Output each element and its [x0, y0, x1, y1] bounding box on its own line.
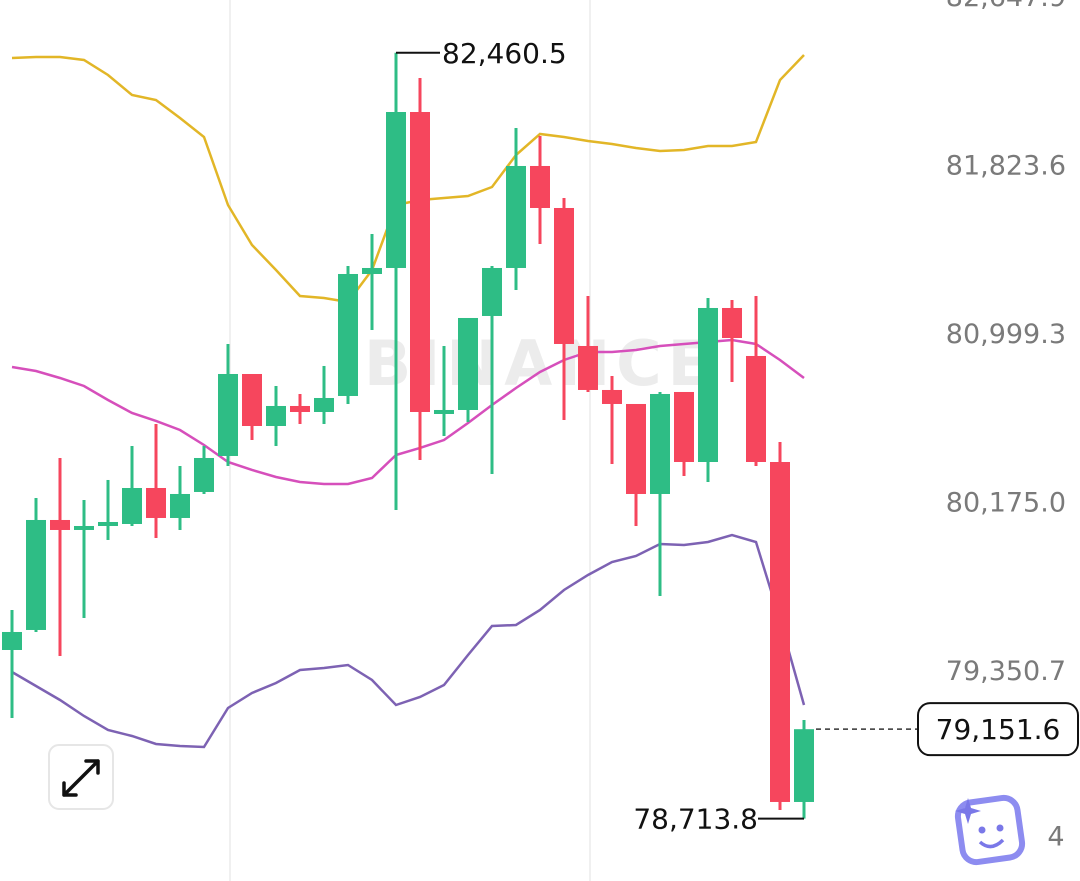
high-label: 82,460.5: [442, 37, 567, 70]
y-tick-label: 80,999.3: [946, 319, 1066, 350]
candle-body: [770, 461, 790, 802]
candle-body: [170, 493, 190, 518]
badge: 4: [1047, 822, 1064, 853]
band-line: [11, 54, 805, 304]
assistant-sparkle: [955, 798, 981, 824]
last-price-box: [917, 702, 1079, 757]
candle-body: [218, 373, 238, 456]
candle-body: [194, 457, 214, 492]
y-tick-label: 82,647.9: [946, 0, 1066, 13]
candle-body: [290, 405, 310, 412]
candle-body: [602, 389, 622, 404]
candle-body: [650, 393, 670, 494]
candle-body: [482, 267, 502, 316]
candle-body: [26, 519, 46, 630]
candle-body: [458, 317, 478, 410]
low-label: 78,713.8: [633, 803, 758, 836]
candle-body: [74, 525, 94, 530]
candle-body: [794, 729, 814, 802]
candle-body: [2, 631, 22, 650]
candle-body: [122, 487, 142, 524]
assistant-icon[interactable]: [954, 794, 1026, 866]
candle-body: [338, 273, 358, 396]
assistant-eye: [996, 824, 1004, 832]
y-tick-label: 81,823.6: [946, 150, 1066, 181]
band-line: [11, 338, 805, 486]
candle-body: [698, 307, 718, 462]
candle-body: [362, 267, 382, 274]
candle-body: [98, 521, 118, 526]
candle-body: [722, 307, 742, 338]
candle-body: [410, 111, 430, 412]
candle-body: [746, 355, 766, 462]
candle-body: [434, 409, 454, 414]
assistant-smile: [978, 838, 1005, 849]
candle-body: [50, 519, 70, 530]
assistant-eye: [978, 826, 986, 834]
y-tick-label: 79,350.7: [946, 656, 1066, 687]
candle-body: [242, 373, 262, 426]
band-line: [11, 533, 806, 749]
candle-body: [146, 487, 166, 518]
candle-body: [314, 397, 334, 412]
candle-body: [626, 403, 646, 494]
candle-body: [674, 391, 694, 462]
candle-body: [386, 111, 406, 268]
y-tick-label: 80,175.0: [946, 487, 1066, 518]
candle-body: [578, 345, 598, 390]
candle-body: [530, 165, 550, 208]
last-price-label: 79,151.6: [936, 713, 1061, 746]
candle-body: [554, 207, 574, 344]
expand-icon: [62, 759, 100, 797]
candle-body: [266, 405, 286, 426]
candle-body: [506, 165, 526, 268]
